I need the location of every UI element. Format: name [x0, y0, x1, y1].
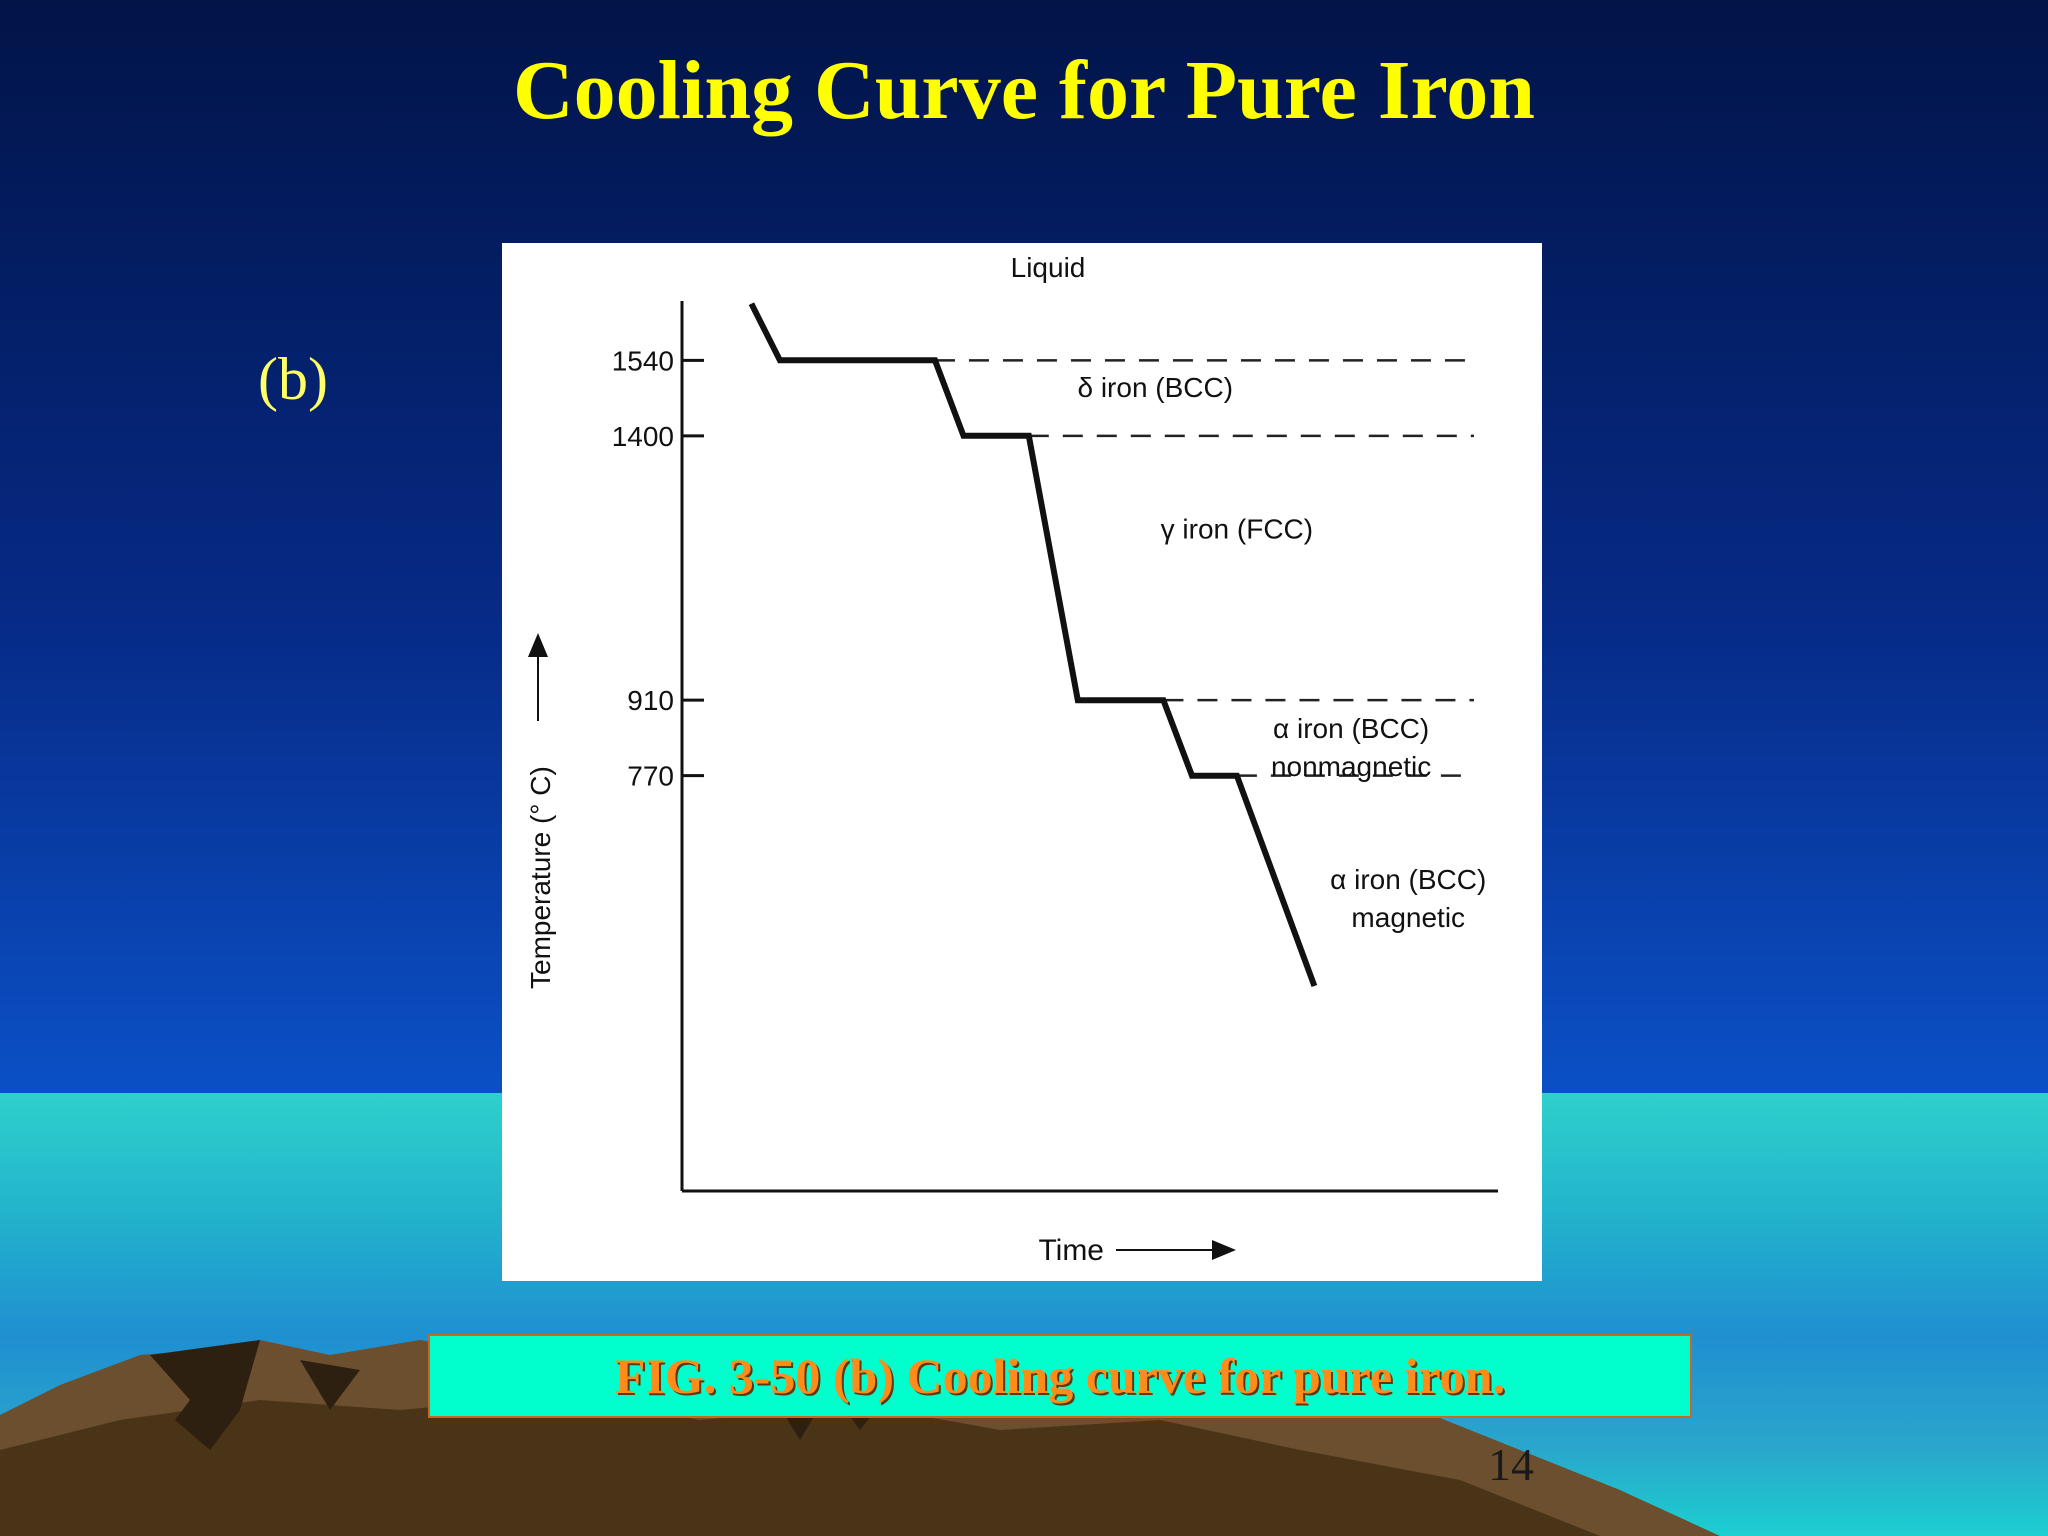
top-label-liquid: Liquid	[1011, 252, 1086, 283]
cooling-curve-line	[748, 302, 1318, 988]
phase-annotation-3: α iron (BCC) magnetic	[1330, 864, 1486, 933]
page-number: 14	[1488, 1439, 1534, 1490]
phase-annotation-2: α iron (BCC) nonmagnetic	[1271, 713, 1431, 782]
figure-caption: FIG. 3-50 (b) Cooling curve for pure iro…	[614, 1348, 1506, 1404]
panel-label: (b)	[258, 346, 328, 412]
phase-annotations: δ iron (BCC) γ iron (FCC) α iron (BCC) nonm…	[1077, 372, 1486, 933]
slide-title: Cooling Curve for Pure Iron	[513, 44, 1535, 137]
y-tick-label-1540: 1540	[612, 345, 674, 376]
y-tick-label-770: 770	[627, 761, 674, 792]
phase-annotation-0: δ iron (BCC)	[1077, 372, 1233, 403]
y-ticks: 1540 1400 910 770	[612, 345, 704, 792]
x-axis-label: Time	[1038, 1234, 1104, 1267]
cooling-curve-chart: 1540 1400 910 770 δ iron (BCC) γ iron (FCC) α…	[525, 252, 1498, 1267]
y-tick-label-1400: 1400	[612, 421, 674, 452]
reference-lines	[934, 359, 1474, 777]
chart-frame: 1540 1400 910 770 δ iron (BCC) γ iron (FCC) α…	[502, 243, 1542, 1281]
phase-annotation-1: γ iron (FCC)	[1161, 513, 1313, 544]
caption-box: FIG. 3-50 (b) Cooling curve for pure iro…	[428, 1334, 1692, 1418]
y-tick-label-910: 910	[627, 685, 674, 716]
y-axis-label: Temperature (° C)	[525, 766, 556, 989]
